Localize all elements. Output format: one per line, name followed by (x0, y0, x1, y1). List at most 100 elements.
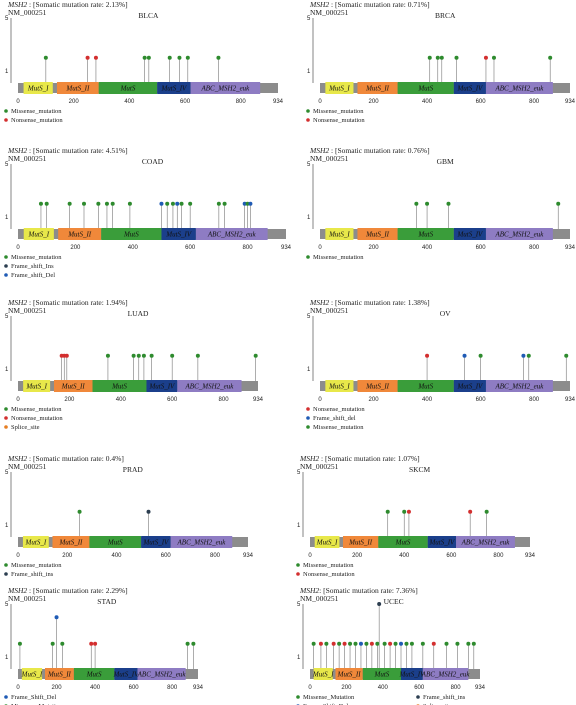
mutation-point[interactable] (364, 641, 369, 646)
mutation-point[interactable] (85, 55, 90, 60)
mutation-point[interactable] (444, 641, 449, 646)
mutation-point[interactable] (548, 55, 553, 60)
mutation-point[interactable] (141, 353, 146, 358)
mutation-point[interactable] (245, 201, 250, 206)
mutation-point[interactable] (93, 641, 98, 646)
mutation-point[interactable] (318, 641, 323, 646)
mutation-point[interactable] (478, 353, 483, 358)
mutation-point[interactable] (521, 353, 526, 358)
mutation-point[interactable] (409, 641, 414, 646)
mutation-point[interactable] (81, 201, 86, 206)
mutation-point[interactable] (382, 641, 387, 646)
mutation-point[interactable] (104, 201, 109, 206)
mutation-point[interactable] (435, 55, 440, 60)
mutation-point[interactable] (191, 641, 196, 646)
mutation-point[interactable] (564, 353, 569, 358)
mutation-point[interactable] (406, 509, 411, 514)
mutation-point[interactable] (136, 353, 141, 358)
domain-label: MutS_IV (112, 671, 139, 679)
mutation-point[interactable] (17, 641, 22, 646)
mutation-point[interactable] (439, 55, 444, 60)
mutation-point[interactable] (393, 641, 398, 646)
mutation-point[interactable] (188, 201, 193, 206)
mutation-point[interactable] (216, 201, 221, 206)
panel-title: MSH2 : [Somatic mutation rate: 1.38%] (309, 298, 430, 307)
mutation-point[interactable] (146, 509, 151, 514)
mutation-point[interactable] (142, 55, 147, 60)
mutation-point[interactable] (466, 641, 471, 646)
mutation-point[interactable] (427, 55, 432, 60)
mutation-point[interactable] (165, 201, 170, 206)
mutation-point[interactable] (399, 641, 404, 646)
mutation-point[interactable] (337, 641, 342, 646)
mutation-point[interactable] (77, 509, 82, 514)
mutation-point[interactable] (484, 509, 489, 514)
mutation-point[interactable] (175, 201, 180, 206)
mutation-point[interactable] (388, 641, 393, 646)
mutation-point[interactable] (149, 353, 154, 358)
mutation-point[interactable] (353, 641, 358, 646)
mutation-point[interactable] (425, 353, 430, 358)
mutation-point[interactable] (491, 55, 496, 60)
mutation-point[interactable] (369, 641, 374, 646)
mutation-point[interactable] (96, 201, 101, 206)
mutation-point[interactable] (556, 201, 561, 206)
mutation-point[interactable] (38, 201, 43, 206)
mutation-point[interactable] (222, 201, 227, 206)
cancer-type-label: GBM (437, 157, 454, 166)
mutation-point[interactable] (67, 201, 72, 206)
mutation-point[interactable] (43, 55, 48, 60)
mutation-point[interactable] (105, 353, 110, 358)
mutation-point[interactable] (311, 641, 316, 646)
mutation-point[interactable] (248, 201, 253, 206)
domain-label: MutS_IV (398, 671, 425, 679)
mutation-point[interactable] (110, 201, 115, 206)
mutation-point[interactable] (420, 641, 425, 646)
y-tick-label: 5 (5, 470, 9, 476)
mutation-point[interactable] (402, 509, 407, 514)
mutation-point[interactable] (462, 353, 467, 358)
mutation-point[interactable] (377, 602, 382, 606)
mutation-point[interactable] (483, 55, 488, 60)
mutation-point[interactable] (195, 353, 200, 358)
mutation-point[interactable] (425, 201, 430, 206)
protein-domain (378, 536, 428, 548)
mutation-point[interactable] (89, 641, 94, 646)
mutation-point[interactable] (468, 509, 473, 514)
mutation-point[interactable] (64, 353, 69, 358)
mutation-point[interactable] (159, 201, 164, 206)
mutation-point[interactable] (342, 641, 347, 646)
mutation-point[interactable] (331, 641, 336, 646)
mutation-point[interactable] (170, 201, 175, 206)
mutation-point[interactable] (471, 641, 476, 646)
mutation-point[interactable] (179, 201, 184, 206)
mutation-point[interactable] (446, 201, 451, 206)
mutation-point[interactable] (454, 55, 459, 60)
mutation-point[interactable] (253, 353, 258, 358)
mutation-point[interactable] (414, 201, 419, 206)
mutation-point[interactable] (170, 353, 175, 358)
mutation-point[interactable] (404, 641, 409, 646)
mutation-point[interactable] (54, 615, 59, 620)
mutation-point[interactable] (385, 509, 390, 514)
mutation-point[interactable] (455, 641, 460, 646)
mutation-point[interactable] (242, 201, 247, 206)
mutation-point[interactable] (127, 201, 132, 206)
mutation-point[interactable] (131, 353, 136, 358)
mutation-point[interactable] (358, 641, 363, 646)
mutation-point[interactable] (185, 55, 190, 60)
mutation-point[interactable] (44, 201, 49, 206)
mutation-point[interactable] (431, 641, 436, 646)
mutation-point[interactable] (375, 641, 380, 646)
mutation-point[interactable] (60, 641, 65, 646)
mutation-point[interactable] (526, 353, 531, 358)
mutation-point[interactable] (348, 641, 353, 646)
mutation-point[interactable] (216, 55, 221, 60)
mutation-point[interactable] (50, 641, 55, 646)
mutation-point[interactable] (93, 55, 98, 60)
mutation-point[interactable] (146, 55, 151, 60)
mutation-point[interactable] (177, 55, 182, 60)
mutation-point[interactable] (324, 641, 329, 646)
mutation-point[interactable] (185, 641, 190, 646)
mutation-point[interactable] (167, 55, 172, 60)
